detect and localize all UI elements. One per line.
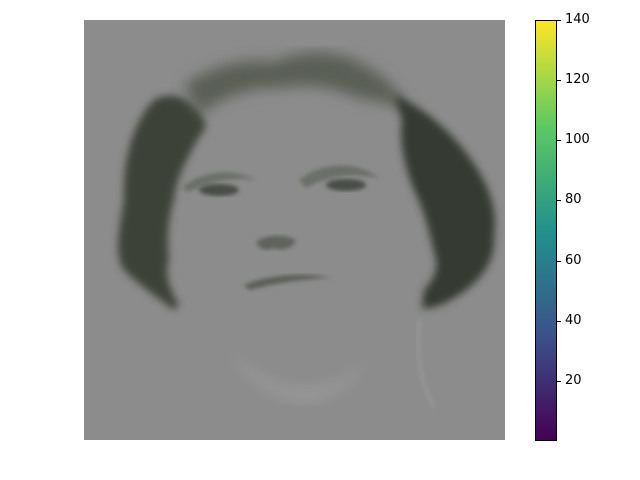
mouth — [244, 274, 332, 290]
portrait-image — [84, 20, 505, 440]
neck-line — [416, 319, 435, 409]
colorbar-tick-mark — [557, 20, 561, 21]
colorbar — [535, 20, 557, 441]
colorbar-tick-label: 120 — [565, 72, 590, 87]
neck-shading — [229, 350, 369, 401]
colorbar-tick-label: 20 — [565, 373, 582, 388]
colorbar-tick-mark — [557, 200, 561, 201]
eyebrow-left — [182, 172, 256, 192]
nose — [256, 235, 296, 250]
hair-top — [184, 52, 409, 115]
hair-left — [118, 95, 206, 311]
colorbar-tick-label: 40 — [565, 313, 582, 328]
colorbar-gradient — [535, 20, 557, 441]
colorbar-tick-label: 80 — [565, 192, 582, 207]
eyebrow-right — [299, 165, 379, 188]
eye-left — [199, 184, 239, 196]
hair-right — [394, 95, 495, 309]
colorbar-ticks: 20 40 60 80 100 120 140 — [557, 0, 627, 480]
colorbar-tick-mark — [557, 321, 561, 322]
colorbar-tick-mark — [557, 80, 561, 81]
eye-right — [326, 179, 366, 191]
colorbar-tick-label: 60 — [565, 253, 582, 268]
colorbar-tick-mark — [557, 140, 561, 141]
colorbar-tick-label: 140 — [565, 12, 590, 27]
colorbar-tick-label: 100 — [565, 132, 590, 147]
colorbar-tick-mark — [557, 381, 561, 382]
colorbar-tick-mark — [557, 261, 561, 262]
